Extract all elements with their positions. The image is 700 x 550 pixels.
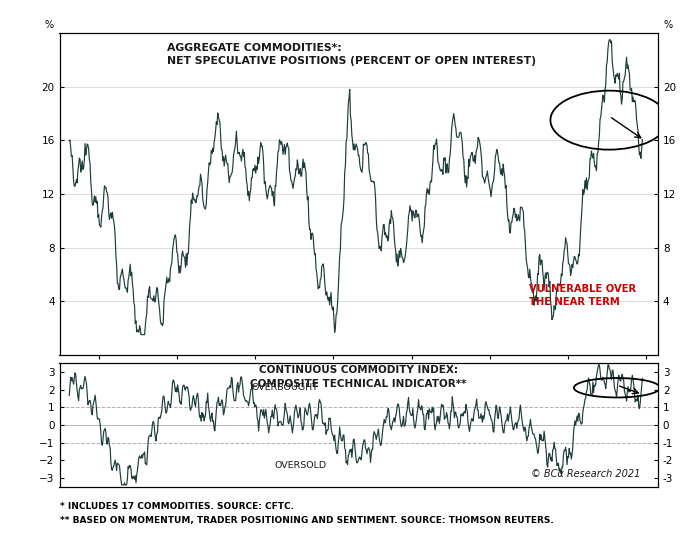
Text: OVERSOLD: OVERSOLD bbox=[275, 461, 327, 470]
Text: CONTINUOUS COMMODITY INDEX:
COMPOSITE TECHNICAL INDICATOR**: CONTINUOUS COMMODITY INDEX: COMPOSITE TE… bbox=[251, 366, 467, 389]
Text: %: % bbox=[44, 20, 53, 30]
Text: ** BASED ON MOMENTUM, TRADER POSITIONING AND SENTIMENT. SOURCE: THOMSON REUTERS.: ** BASED ON MOMENTUM, TRADER POSITIONING… bbox=[60, 516, 553, 525]
Text: OVERBOUGHT: OVERBOUGHT bbox=[251, 383, 318, 392]
Text: © BCα Research 2021: © BCα Research 2021 bbox=[531, 469, 640, 479]
Text: %: % bbox=[664, 20, 673, 30]
Text: AGGREGATE COMMODITIES*:
NET SPECULATIVE POSITIONS (PERCENT OF OPEN INTEREST): AGGREGATE COMMODITIES*: NET SPECULATIVE … bbox=[167, 43, 536, 66]
Text: * INCLUDES 17 COMMODITIES. SOURCE: CFTC.: * INCLUDES 17 COMMODITIES. SOURCE: CFTC. bbox=[60, 502, 293, 510]
Text: VULNERABLE OVER
THE NEAR TERM: VULNERABLE OVER THE NEAR TERM bbox=[529, 284, 636, 307]
